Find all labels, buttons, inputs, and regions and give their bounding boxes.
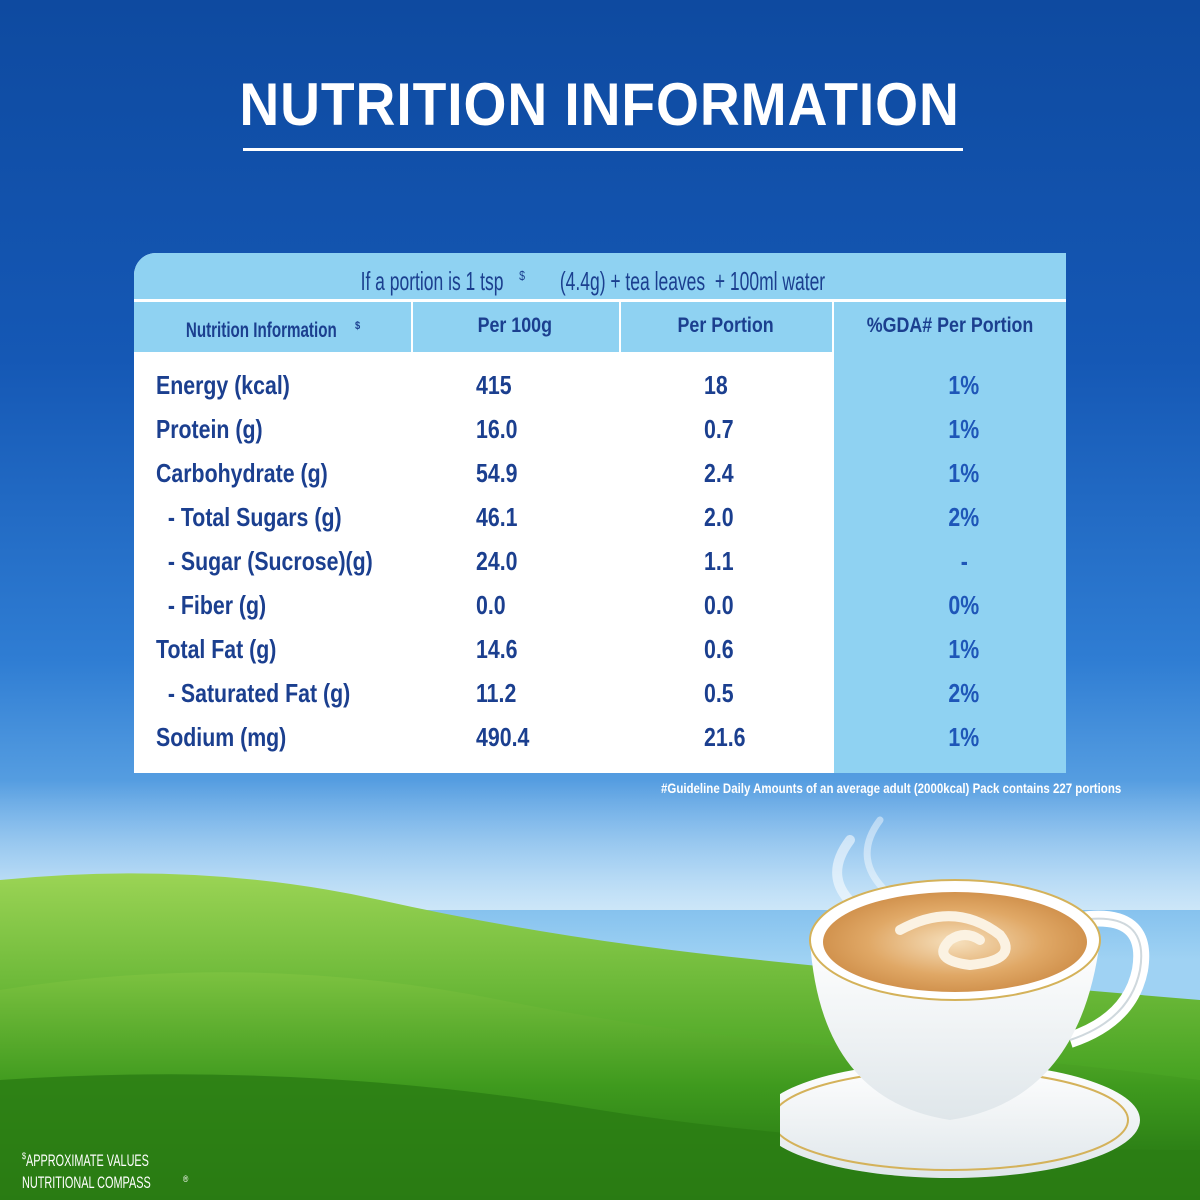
value-per-portion: 2.0 bbox=[704, 502, 734, 532]
gda-column-background bbox=[834, 350, 1066, 773]
value-per-100g: 16.0 bbox=[476, 414, 518, 444]
header-per-100g: Per 100g bbox=[477, 314, 553, 337]
column-divider bbox=[619, 302, 621, 773]
nutrient-name: - Saturated Fat (g) bbox=[156, 678, 351, 708]
table-row: - Sugar (Sucrose)(g) 24.0 1.1 - bbox=[134, 539, 1066, 583]
value-gda: 2% bbox=[948, 678, 980, 708]
table-row: - Fiber (g) 0.0 0.0 0% bbox=[134, 583, 1066, 627]
value-gda: - bbox=[960, 546, 968, 576]
value-per-100g: 11.2 bbox=[476, 678, 517, 708]
header-name-sup: $ bbox=[355, 320, 361, 332]
nutrient-name: Protein (g) bbox=[156, 414, 263, 444]
value-per-100g: 24.0 bbox=[476, 546, 518, 576]
header-name-label: Nutrition Information bbox=[185, 319, 337, 342]
table-row: Energy (kcal) 415 18 1% bbox=[134, 363, 1066, 407]
nutritional-compass-note: NUTRITIONAL COMPASS ® bbox=[22, 1173, 189, 1193]
nutrition-table: If a portion is 1 tsp $ (4.4g) + tea leav… bbox=[134, 253, 1066, 773]
header-row bbox=[134, 300, 1066, 352]
table-row: Carbohydrate (g) 54.9 2.4 1% bbox=[134, 451, 1066, 495]
value-gda: 1% bbox=[948, 722, 980, 752]
portion-note-pre: If a portion is 1 tsp bbox=[360, 265, 504, 296]
value-per-100g: 14.6 bbox=[476, 634, 518, 664]
value-per-100g: 0.0 bbox=[476, 590, 506, 620]
value-per-portion: 0.0 bbox=[704, 590, 734, 620]
value-per-100g: 415 bbox=[476, 370, 512, 400]
header-gda: %GDA# Per Portion bbox=[866, 314, 1034, 337]
nutrient-name: - Sugar (Sucrose)(g) bbox=[156, 546, 373, 576]
value-per-100g: 54.9 bbox=[476, 458, 518, 488]
portion-banner: If a portion is 1 tsp $ (4.4g) + tea leav… bbox=[134, 253, 1066, 299]
header-nutrition-information: Nutrition Information $ bbox=[156, 300, 377, 352]
portion-note-post: (4.4g) + tea leaves + 100ml water bbox=[554, 265, 826, 296]
approximate-values-note: $APPROXIMATE VALUES bbox=[22, 1150, 149, 1170]
value-gda: 2% bbox=[948, 502, 980, 532]
value-gda: 1% bbox=[948, 370, 980, 400]
value-per-portion: 2.4 bbox=[704, 458, 734, 488]
nutrient-name: - Fiber (g) bbox=[156, 590, 267, 620]
header-per-portion: Per Portion bbox=[677, 314, 774, 337]
page-title-wrap: NUTRITION INFORMATION bbox=[0, 70, 1200, 139]
table-row: - Saturated Fat (g) 11.2 0.5 2% bbox=[134, 671, 1066, 715]
value-gda: 1% bbox=[948, 414, 980, 444]
value-per-portion: 18 bbox=[704, 370, 728, 400]
page-title: NUTRITION INFORMATION bbox=[239, 71, 961, 138]
value-per-portion: 0.5 bbox=[704, 678, 734, 708]
value-per-portion: 0.6 bbox=[704, 634, 734, 664]
tea-cup-icon bbox=[780, 816, 1150, 1178]
table-row: Total Fat (g) 14.6 0.6 1% bbox=[134, 627, 1066, 671]
column-divider bbox=[411, 302, 413, 773]
title-underline bbox=[243, 148, 963, 151]
value-per-portion: 0.7 bbox=[704, 414, 734, 444]
nutrient-name: - Total Sugars (g) bbox=[156, 502, 342, 532]
nutrient-name: Energy (kcal) bbox=[156, 370, 290, 400]
portion-note-sup: $ bbox=[519, 268, 526, 283]
nutrient-name: Carbohydrate (g) bbox=[156, 458, 328, 488]
column-divider bbox=[832, 302, 834, 773]
value-per-portion: 1.1 bbox=[704, 546, 734, 576]
table-row: - Total Sugars (g) 46.1 2.0 2% bbox=[134, 495, 1066, 539]
nutrient-name: Total Fat (g) bbox=[156, 634, 277, 664]
value-gda: 1% bbox=[948, 458, 980, 488]
table-row: Sodium (mg) 490.4 21.6 1% bbox=[134, 715, 1066, 759]
value-gda: 0% bbox=[948, 590, 980, 620]
value-per-100g: 490.4 bbox=[476, 722, 530, 752]
table-row: Protein (g) 16.0 0.7 1% bbox=[134, 407, 1066, 451]
value-gda: 1% bbox=[948, 634, 980, 664]
gda-footnote: #Guideline Daily Amounts of an average a… bbox=[661, 780, 1122, 796]
value-per-100g: 46.1 bbox=[476, 502, 518, 532]
nutrient-name: Sodium (mg) bbox=[156, 722, 287, 752]
bottom-notes: $APPROXIMATE VALUES NUTRITIONAL COMPASS ® bbox=[22, 1147, 230, 1193]
value-per-portion: 21.6 bbox=[704, 722, 746, 752]
